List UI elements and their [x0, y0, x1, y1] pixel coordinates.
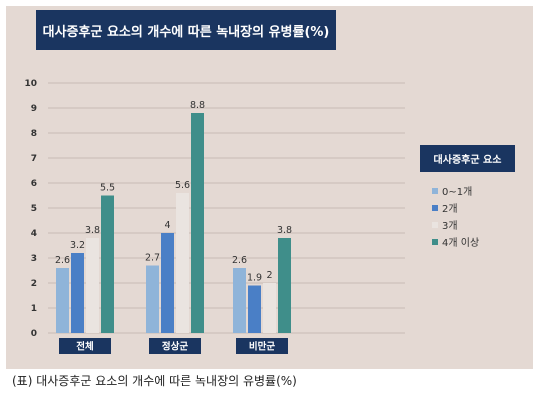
legend-label: 0~1개 — [442, 187, 473, 198]
legend-swatch — [432, 221, 438, 228]
bar — [263, 283, 276, 333]
y-tick-label: 7 — [31, 154, 37, 164]
data-label: 3.8 — [277, 225, 292, 236]
legend-title: 대사증후군 요소 — [420, 145, 515, 172]
legend-label: 3개 — [442, 221, 458, 232]
category-label-box — [59, 338, 111, 354]
y-tick-label: 5 — [31, 204, 37, 214]
legend-item: 0~1개 — [432, 183, 472, 198]
data-label: 2.6 — [232, 255, 247, 266]
legend-item: 2개 — [432, 200, 458, 215]
data-label: 8.8 — [190, 100, 205, 111]
y-tick-label: 6 — [31, 179, 37, 189]
legend-item: 3개 — [432, 217, 458, 232]
bar — [86, 238, 99, 333]
y-tick-label: 4 — [31, 229, 37, 239]
bar — [248, 285, 261, 333]
legend-label: 4개 이상 — [442, 238, 480, 249]
y-tick-label: 9 — [31, 104, 37, 114]
legend-label: 2개 — [442, 204, 458, 215]
data-label: 3.2 — [70, 240, 85, 251]
y-tick-label: 1 — [31, 304, 37, 314]
y-tick-label: 0 — [31, 329, 37, 339]
bar — [176, 193, 189, 333]
data-label: 3.8 — [85, 225, 100, 236]
legend-swatch — [432, 187, 438, 194]
category-label: 정상군 — [162, 341, 188, 353]
legend-swatch — [432, 204, 438, 211]
category-label-box — [149, 338, 201, 354]
bar — [233, 268, 246, 333]
bar — [101, 195, 114, 333]
legend-item: 4개 이상 — [432, 234, 479, 249]
category-label: 전체 — [76, 341, 93, 353]
bar — [278, 238, 291, 333]
chart-title: 대사증후군 요소의 개수에 따른 녹내장의 유병률(%) — [36, 10, 336, 50]
y-tick-label: 8 — [31, 129, 37, 139]
data-label: 5.6 — [175, 180, 190, 191]
y-tick-label: 3 — [31, 254, 37, 264]
data-label: 2.7 — [145, 253, 160, 264]
data-label: 1.9 — [247, 273, 262, 284]
data-label: 2 — [266, 270, 272, 281]
bar — [71, 253, 84, 333]
y-tick-label: 10 — [24, 79, 37, 89]
data-label: 4 — [164, 220, 170, 231]
bar — [56, 268, 69, 333]
category-label: 비만군 — [249, 341, 275, 353]
category-label-box — [236, 338, 288, 354]
bar — [146, 265, 159, 333]
data-label: 5.5 — [100, 183, 115, 194]
figure-caption: (표) 대사증후군 요소의 개수에 따른 녹내장의 유병률(%) — [12, 374, 297, 388]
legend-swatch — [432, 238, 438, 245]
bar — [161, 233, 174, 333]
data-label: 2.6 — [55, 255, 70, 266]
y-tick-label: 2 — [31, 279, 37, 289]
bar — [191, 113, 204, 333]
